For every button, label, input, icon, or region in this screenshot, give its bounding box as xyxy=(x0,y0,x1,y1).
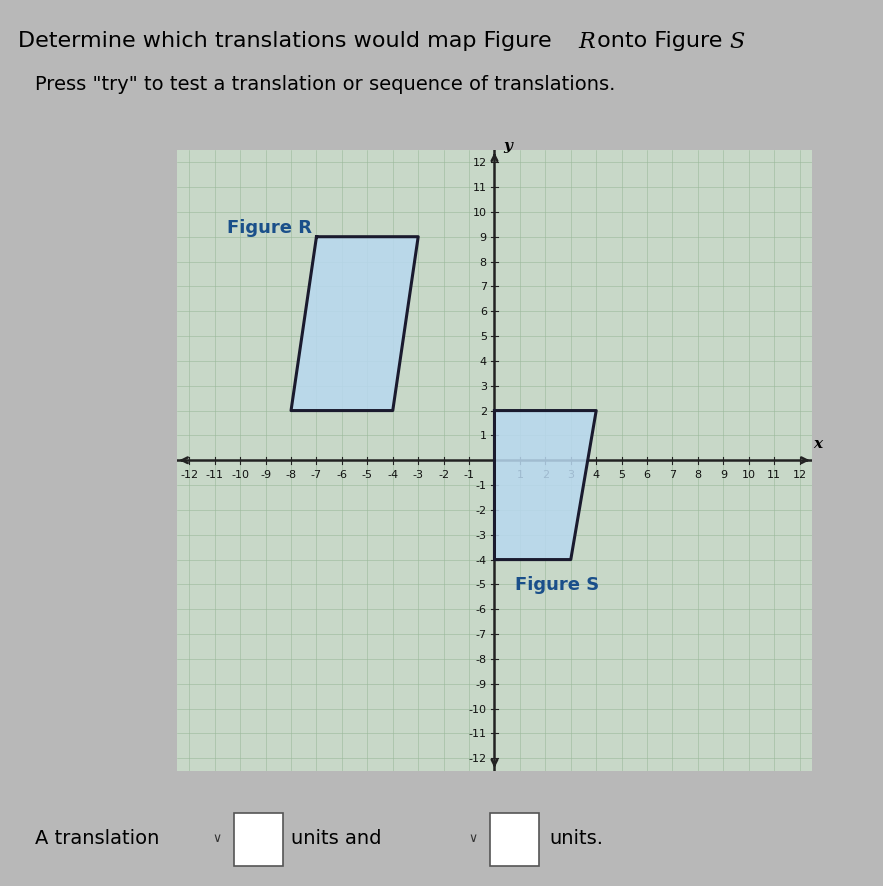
Text: 10: 10 xyxy=(473,207,487,218)
Text: -9: -9 xyxy=(476,679,487,689)
Text: R: R xyxy=(578,31,595,53)
Text: 5: 5 xyxy=(479,331,487,342)
Text: -12: -12 xyxy=(469,753,487,764)
Text: -12: -12 xyxy=(180,470,199,479)
Text: -1: -1 xyxy=(476,480,487,491)
Text: -9: -9 xyxy=(260,470,271,479)
Text: y: y xyxy=(503,139,512,152)
Text: 12: 12 xyxy=(472,158,487,168)
Polygon shape xyxy=(291,237,419,411)
Text: 4: 4 xyxy=(592,470,600,479)
Text: 3: 3 xyxy=(567,470,574,479)
Text: -7: -7 xyxy=(311,470,322,479)
Text: A translation: A translation xyxy=(35,828,160,847)
Text: units.: units. xyxy=(549,828,603,847)
Text: 6: 6 xyxy=(644,470,651,479)
Text: 2: 2 xyxy=(542,470,549,479)
Text: -5: -5 xyxy=(362,470,373,479)
Bar xyxy=(490,813,539,867)
Text: 3: 3 xyxy=(479,381,487,392)
Text: -10: -10 xyxy=(231,470,249,479)
Text: 9: 9 xyxy=(720,470,727,479)
Text: -3: -3 xyxy=(412,470,424,479)
Text: 1: 1 xyxy=(479,431,487,441)
Text: Figure S: Figure S xyxy=(515,576,599,594)
Text: 6: 6 xyxy=(479,307,487,317)
Text: 9: 9 xyxy=(479,232,487,243)
Bar xyxy=(234,813,283,867)
Text: -7: -7 xyxy=(476,629,487,640)
Text: 8: 8 xyxy=(694,470,701,479)
Text: -6: -6 xyxy=(336,470,347,479)
Polygon shape xyxy=(494,411,596,560)
Text: 7: 7 xyxy=(479,282,487,292)
Text: -6: -6 xyxy=(476,604,487,615)
Text: -2: -2 xyxy=(438,470,449,479)
Text: Press "try" to test a translation or sequence of translations.: Press "try" to test a translation or seq… xyxy=(35,75,615,94)
Text: -4: -4 xyxy=(388,470,398,479)
Text: -1: -1 xyxy=(464,470,474,479)
Text: -4: -4 xyxy=(476,555,487,565)
Text: 5: 5 xyxy=(618,470,625,479)
Text: -10: -10 xyxy=(469,703,487,714)
Text: S: S xyxy=(729,31,744,53)
Text: 11: 11 xyxy=(473,183,487,193)
Text: 2: 2 xyxy=(479,406,487,416)
Text: 12: 12 xyxy=(793,470,807,479)
Text: ∨: ∨ xyxy=(468,831,477,843)
Text: 8: 8 xyxy=(479,257,487,268)
Text: 11: 11 xyxy=(767,470,781,479)
Text: -8: -8 xyxy=(285,470,297,479)
Text: 4: 4 xyxy=(479,356,487,367)
Text: 1: 1 xyxy=(517,470,524,479)
Text: Figure R: Figure R xyxy=(228,219,313,237)
Text: -3: -3 xyxy=(476,530,487,540)
Text: x: x xyxy=(813,437,822,451)
Text: ∨: ∨ xyxy=(212,831,221,843)
Text: Determine which translations would map Figure: Determine which translations would map F… xyxy=(18,31,558,51)
Text: -8: -8 xyxy=(476,654,487,664)
Text: units and: units and xyxy=(291,828,381,847)
Text: -11: -11 xyxy=(469,728,487,739)
Text: 10: 10 xyxy=(742,470,756,479)
Text: onto Figure: onto Figure xyxy=(590,31,729,51)
Text: 7: 7 xyxy=(669,470,676,479)
Text: -11: -11 xyxy=(206,470,223,479)
Text: -2: -2 xyxy=(476,505,487,516)
Text: -5: -5 xyxy=(476,579,487,590)
